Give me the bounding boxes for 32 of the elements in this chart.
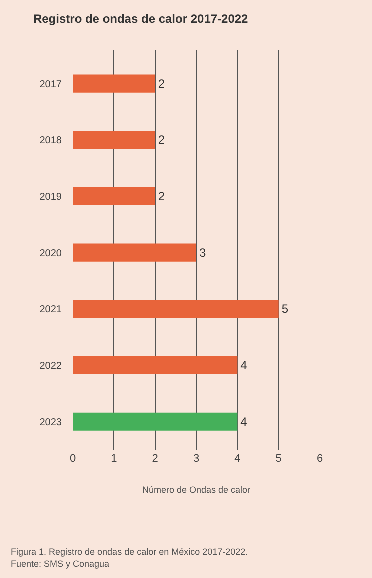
data-label: 2: [158, 76, 166, 91]
x-tick-label: 2: [152, 453, 158, 465]
y-tick-label: 2020: [40, 248, 62, 260]
bar: [73, 187, 156, 206]
text: Figura 1. Registro de ondas de calor en México 2017-2022.: [11, 547, 248, 557]
data-label: 2: [158, 133, 166, 148]
x-tick-label: 4: [234, 453, 241, 465]
x-tick-label: 6: [316, 453, 324, 465]
y-tick-label: 2018: [40, 136, 62, 147]
y-tick-label: 2017: [40, 79, 62, 90]
bar: [73, 74, 156, 93]
x-axis-title: Número de Ondas de calor: [142, 484, 251, 495]
x-tick-label: 1: [111, 453, 118, 465]
y-tick-label: 2021: [40, 304, 62, 316]
y-tick-label: 2019: [40, 192, 62, 203]
data-label: 4: [240, 414, 248, 429]
y-tick-label: 2022: [40, 360, 62, 372]
bar: [73, 300, 279, 318]
bar: [73, 131, 156, 150]
y-tick-label: 2023: [40, 417, 62, 428]
x-tick-label: 5: [276, 453, 282, 465]
data-label: 3: [200, 246, 206, 260]
bar: [73, 412, 238, 431]
bar: [73, 244, 196, 262]
chart-title: Registro de ondas de calor 2017-2022: [33, 12, 249, 26]
data-label: 4: [240, 358, 248, 372]
data-label: 5: [282, 302, 289, 316]
bar: [73, 356, 238, 375]
x-tick-label: 3: [193, 453, 200, 465]
source-note: Fuente: SMS y Conagua: [11, 559, 110, 569]
x-tick-label: 0: [70, 453, 76, 465]
data-label: 2: [158, 189, 166, 204]
